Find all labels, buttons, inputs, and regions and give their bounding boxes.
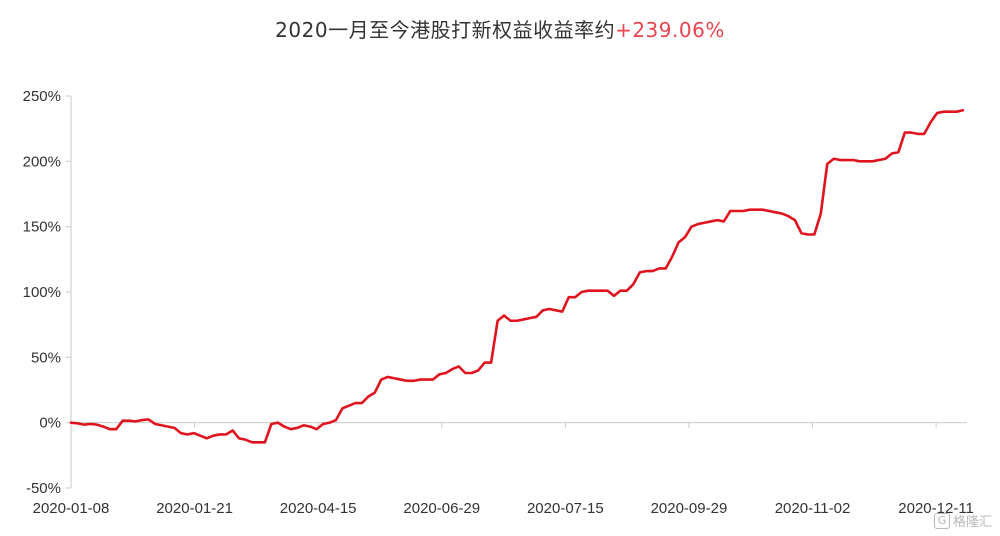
watermark-text: 格隆汇 [952,515,992,530]
x-tick-label: 2020-07-15 [527,500,604,517]
watermark: G 格隆汇 [933,511,992,530]
x-tick-label: 2020-01-08 [33,500,110,517]
x-tick-label: 2020-11-02 [775,500,851,517]
chart-title: 2020一月至今港股打新权益收益率约+239.06% [0,14,1000,43]
y-tick-label: 250% [23,88,61,105]
y-tick-label: 100% [23,284,61,301]
x-tick-label: 2020-06-29 [403,500,480,517]
watermark-logo-icon: G [933,512,950,529]
series-line [69,108,965,444]
chart-title-highlight: +239.06% [615,18,725,42]
y-tick-label: 150% [23,219,61,236]
y-axis: -50% 0% 50% 100% 150% 200% 250% [23,88,72,497]
x-tick-label: 2020-01-21 [156,500,233,517]
x-axis: 2020-01-08 2020-01-21 2020-04-15 2020-06-29… [33,422,974,517]
x-tick-label: 2020-09-29 [651,500,728,517]
y-tick-label: -50% [26,480,61,497]
y-tick-label: 50% [31,349,61,366]
x-tick-label: 2020-04-15 [280,500,357,517]
y-tick-label: 0% [39,415,61,432]
chart-title-main: 2020一月至今港股打新权益收益率约 [275,18,616,42]
x-tick-label: 2020-12-11 [898,500,974,517]
series-group [69,108,965,444]
y-tick-label: 200% [23,153,61,170]
